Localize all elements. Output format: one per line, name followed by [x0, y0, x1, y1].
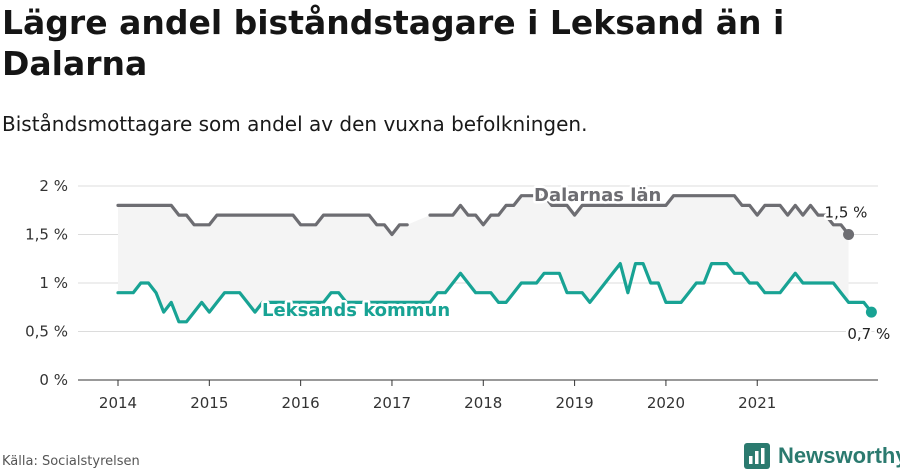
x-tick-label: 2017 — [373, 394, 411, 412]
page-title: Lägre andel biståndstagare i Leksand än … — [2, 3, 785, 83]
series-label-leksand: Leksands kommun — [262, 300, 450, 321]
page-subtitle: Biståndsmottagare som andel av den vuxna… — [2, 112, 588, 136]
series-line-leksand — [116, 262, 873, 324]
range-band — [118, 195, 849, 322]
series-label-dalarna: Dalarnas län — [534, 185, 661, 206]
brand-name: Newsworthy — [778, 443, 900, 468]
range-band-area — [118, 195, 849, 322]
newsworthy-logo-icon — [744, 443, 770, 469]
x-axis: 2014 2015 2016 2017 2018 2019 2020 2021 — [99, 380, 776, 412]
line-chart: 0 % 0,5 % 1 % 1,5 % 2 % 2014 2015 2016 2017 2018… — [25, 177, 893, 412]
y-tick-label: 0 % — [39, 371, 68, 389]
source-note: Källa: Socialstyrelsen — [2, 454, 140, 469]
x-tick-label: 2015 — [190, 394, 228, 412]
end-label-leksand: 0,7 % — [847, 325, 890, 343]
x-tick-label: 2014 — [99, 394, 137, 412]
series-lines — [116, 194, 877, 324]
end-point-leksand — [865, 306, 877, 318]
x-tick-label: 2018 — [464, 394, 502, 412]
y-axis: 0 % 0,5 % 1 % 1,5 % 2 % — [25, 177, 68, 389]
end-label-dalarna: 1,5 % — [825, 204, 868, 222]
y-tick-label: 0,5 % — [25, 323, 68, 341]
series-labels: Dalarnas län Leksands kommun 1,5 % 0,7 % — [260, 183, 893, 346]
x-tick-label: 2019 — [556, 394, 594, 412]
series-line-dalarna — [116, 194, 851, 237]
y-tick-label: 2 % — [39, 177, 68, 195]
y-tick-label: 1 % — [39, 274, 68, 292]
y-tick-label: 1,5 % — [25, 226, 68, 244]
x-tick-label: 2016 — [282, 394, 320, 412]
end-point-dalarna — [843, 229, 855, 240]
x-tick-label: 2021 — [738, 394, 776, 412]
brand-logo[interactable]: Newsworthy — [744, 441, 900, 471]
x-tick-label: 2020 — [647, 394, 685, 412]
